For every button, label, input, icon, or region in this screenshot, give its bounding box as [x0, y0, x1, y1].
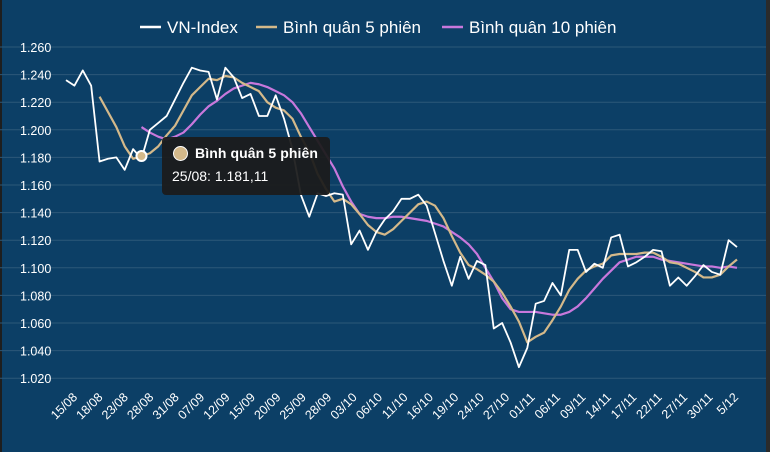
- x-tick-label: 15/09: [226, 390, 258, 422]
- x-axis: 15/0818/0823/0828/0831/0807/0912/0915/09…: [48, 390, 741, 422]
- legend-item-2[interactable]: Bình quân 10 phiên: [442, 18, 616, 37]
- x-tick-label: 09/11: [557, 390, 588, 421]
- grid: [0, 46, 770, 379]
- y-tick-label: 1.240: [20, 69, 51, 83]
- legend-label: Bình quân 10 phiên: [469, 18, 616, 37]
- x-tick-label: 17/11: [608, 390, 639, 421]
- x-tick-label: 24/10: [455, 390, 487, 422]
- hover-point: [135, 150, 148, 163]
- x-tick-label: 16/10: [404, 390, 436, 422]
- series-line-0: [65, 66, 738, 369]
- y-tick-label: 1.080: [20, 289, 51, 303]
- y-tick-label: 1.040: [20, 345, 51, 359]
- x-tick-label: 06/11: [532, 390, 563, 421]
- x-tick-label: 25/09: [277, 390, 309, 422]
- x-tick-label: 14/11: [583, 390, 614, 421]
- tooltip-series-dot: [173, 145, 188, 161]
- y-tick-label: 1.140: [20, 207, 51, 221]
- x-tick-label: 5/12: [714, 390, 741, 417]
- y-tick-label: 1.060: [20, 317, 51, 331]
- y-tick-label: 1.200: [20, 124, 51, 138]
- x-tick-label: 30/11: [684, 390, 715, 421]
- legend-label: VN-Index: [167, 18, 238, 37]
- x-tick-label: 27/11: [659, 390, 690, 421]
- x-tick-label: 28/08: [124, 390, 156, 422]
- series-line-2: [140, 81, 738, 316]
- y-tick-label: 1.160: [20, 179, 51, 193]
- x-tick-label: 01/11: [506, 390, 537, 421]
- x-tick-label: 11/10: [379, 390, 410, 421]
- hover-marker: [135, 150, 148, 163]
- series-lines: [65, 66, 738, 369]
- x-tick-label: 20/09: [251, 390, 283, 422]
- x-tick-label: 07/09: [175, 390, 207, 422]
- x-tick-label: 12/09: [201, 390, 233, 422]
- y-tick-label: 1.220: [20, 96, 51, 110]
- x-tick-label: 18/08: [74, 390, 106, 422]
- y-tick-label: 1.020: [20, 372, 51, 386]
- x-tick-label: 06/10: [353, 390, 385, 422]
- y-tick-label: 1.120: [20, 234, 51, 248]
- x-tick-label: 03/10: [328, 390, 360, 422]
- series-line-1: [98, 74, 738, 344]
- y-tick-label: 1.180: [20, 151, 51, 165]
- legend-item-0[interactable]: VN-Index: [140, 18, 238, 37]
- x-tick-label: 27/10: [480, 390, 512, 422]
- y-tick-label: 1.260: [20, 41, 51, 55]
- x-tick-label: 28/09: [302, 390, 334, 422]
- legend-item-1[interactable]: Bình quân 5 phiên: [256, 18, 421, 37]
- legend-label: Bình quân 5 phiên: [283, 18, 421, 37]
- x-tick-label: 23/08: [99, 390, 131, 422]
- x-tick-label: 19/10: [429, 390, 461, 422]
- x-tick-label: 22/11: [633, 390, 664, 421]
- x-tick-label: 15/08: [48, 390, 80, 422]
- tooltip: Bình quân 5 phiên 25/08: 1.181,11: [162, 137, 330, 195]
- tooltip-series-name: Bình quân 5 phiên: [195, 145, 319, 161]
- tooltip-header: Bình quân 5 phiên: [172, 145, 320, 161]
- tooltip-value: 25/08: 1.181,11: [172, 168, 269, 184]
- y-axis: 1.020 1.040 1.060 1.080 1.100 1.120 1.140 1.160…: [20, 41, 51, 386]
- x-tick-label: 31/08: [150, 390, 182, 422]
- legend[interactable]: VN-Index Bình quân 5 phiên Bình quân 10 ph…: [140, 18, 616, 37]
- y-tick-label: 1.100: [20, 262, 51, 276]
